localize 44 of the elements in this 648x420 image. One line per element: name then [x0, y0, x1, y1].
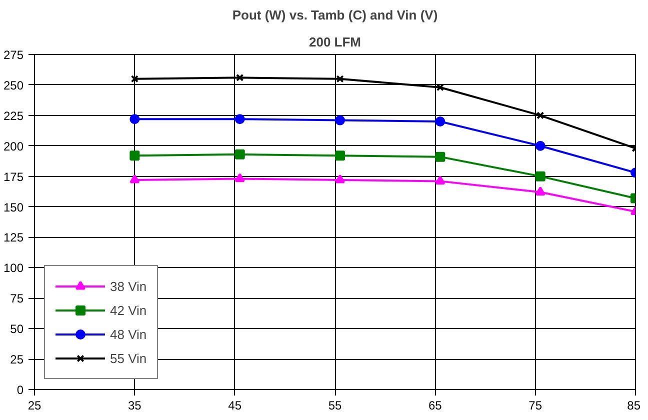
point: [435, 116, 446, 126]
x-tick-label: 65: [428, 398, 442, 412]
point: [535, 140, 546, 151]
point: [536, 112, 544, 120]
point: [436, 84, 444, 92]
y-tick-label: 225: [3, 108, 24, 123]
point: [435, 176, 446, 184]
point: [435, 152, 446, 162]
point: [234, 149, 245, 160]
y-tick-label: 150: [3, 200, 24, 214]
point: [335, 150, 346, 161]
x-tick-label: 55: [328, 398, 342, 412]
x-tick-label: 25: [28, 398, 42, 412]
legend-label: 48 Vin: [110, 326, 147, 342]
chart-title: Pout (W) vs. Tamb (C) and Vin (V): [232, 8, 438, 22]
point: [535, 171, 546, 182]
point: [130, 150, 140, 161]
y-tick-label: 100: [3, 261, 24, 276]
point: [130, 114, 140, 124]
y-tick-label: 175: [3, 170, 24, 184]
y-tick-label: 0: [16, 383, 24, 397]
y-tick-label: 25: [10, 352, 24, 367]
x-tick-label: 35: [128, 398, 142, 412]
point: [234, 114, 245, 124]
point: [336, 75, 344, 83]
x-tick-label: 85: [627, 398, 641, 412]
y-tick-label: 50: [10, 322, 24, 336]
y-tick-label: 250: [3, 78, 24, 92]
point: [130, 174, 140, 184]
y-tick-label: 200: [3, 139, 24, 154]
point: [535, 186, 546, 196]
point: [335, 115, 346, 126]
x-tick-label: 75: [528, 398, 542, 412]
point: [335, 174, 346, 184]
legend-label: 55 Vin: [110, 350, 147, 366]
y-tick-label: 125: [3, 230, 24, 245]
chart-subtitle: 200 LFM: [308, 34, 362, 50]
point: [236, 74, 244, 82]
legend-label: 42 Vin: [110, 302, 147, 318]
legend-label: 38 Vin: [110, 278, 147, 294]
point: [234, 173, 245, 182]
x-tick-label: 45: [228, 398, 242, 412]
y-tick-label: 275: [3, 48, 24, 62]
y-tick-label: 75: [10, 292, 24, 306]
